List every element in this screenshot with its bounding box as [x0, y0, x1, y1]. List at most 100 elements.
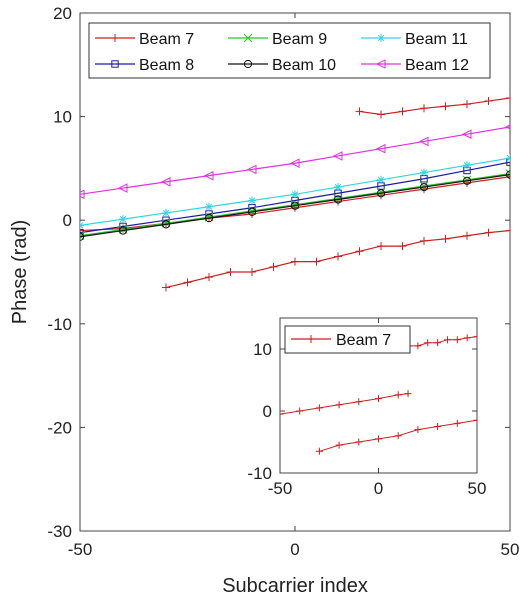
series-beam-12	[80, 124, 510, 200]
data-point	[355, 438, 363, 446]
series-beam-11	[80, 154, 510, 230]
data-point	[420, 168, 428, 177]
data-point	[204, 214, 214, 223]
data-point	[119, 215, 127, 224]
data-point	[183, 278, 192, 287]
series-beam-10	[80, 170, 510, 241]
data-point	[434, 423, 442, 430]
data-point	[355, 398, 363, 406]
x-axis-label: Subcarrier index	[222, 575, 368, 597]
data-point	[117, 183, 128, 193]
main-ticks: -50 0 50 -30 -20 -10 0 10 20	[47, 4, 519, 559]
data-point	[506, 226, 510, 235]
series-line	[80, 126, 510, 195]
data-point	[269, 262, 278, 271]
y-tick-label: 10	[53, 108, 72, 127]
series-beam-7	[280, 333, 477, 455]
data-point	[463, 161, 471, 170]
data-point	[462, 176, 472, 185]
inset-legend: Beam 7	[284, 325, 411, 354]
data-point	[420, 236, 428, 245]
data-point	[462, 175, 472, 185]
data-point	[161, 218, 171, 228]
x-tick-label: -50	[268, 479, 293, 498]
data-point	[335, 441, 343, 449]
legend-label: Beam 12	[405, 57, 469, 74]
legend-label: Beam 11	[405, 31, 468, 48]
data-point	[394, 391, 402, 399]
data-point	[160, 177, 171, 187]
series-line	[280, 393, 409, 415]
data-point	[333, 195, 343, 204]
data-point	[248, 268, 256, 276]
data-point	[424, 339, 432, 347]
data-point	[80, 189, 85, 200]
data-point	[419, 181, 429, 191]
data-point	[376, 187, 386, 197]
data-point	[332, 151, 343, 161]
data-point	[463, 231, 471, 240]
data-point	[414, 342, 422, 350]
data-point	[398, 242, 407, 251]
series-line	[80, 174, 510, 238]
x-tick-label: -50	[68, 540, 93, 559]
data-point	[247, 207, 257, 217]
data-point	[291, 257, 299, 266]
data-point	[441, 234, 450, 243]
data-point	[418, 136, 429, 147]
data-point	[248, 196, 256, 205]
data-point	[375, 395, 382, 403]
y-axis-label: Phase (rad)	[9, 220, 31, 325]
legend-label: Beam 9	[272, 31, 327, 48]
legend-label: Beam 7	[139, 31, 194, 48]
legend-item: Beam 10	[228, 57, 336, 74]
inset-chart: -50 0 50 -10 0 10 Beam 7	[247, 317, 486, 498]
legend-marker	[111, 60, 119, 68]
data-point	[355, 107, 364, 116]
series-line	[80, 161, 510, 234]
data-point	[80, 231, 85, 241]
data-point	[398, 107, 407, 116]
data-point	[441, 102, 450, 111]
data-point	[289, 158, 300, 169]
data-point	[315, 447, 323, 455]
inset-series	[280, 333, 477, 455]
data-point	[404, 390, 412, 398]
data-point	[419, 182, 429, 192]
y-tick-label: 10	[253, 340, 272, 359]
data-point	[118, 225, 128, 234]
series-beam-9	[80, 169, 510, 241]
legend-marker	[307, 335, 315, 343]
data-point	[312, 257, 321, 266]
inset-ticks: -50 0 50 -10 0 10	[247, 318, 486, 498]
data-point	[205, 273, 213, 282]
data-point	[453, 419, 461, 427]
x-tick-label: 0	[374, 479, 383, 498]
data-point	[315, 404, 323, 412]
legend-label: Beam 7	[336, 332, 391, 349]
data-point	[226, 268, 235, 276]
legend-label: Beam 10	[272, 57, 336, 74]
data-point	[377, 110, 385, 119]
data-point	[463, 100, 471, 109]
data-point	[290, 201, 300, 210]
data-point	[505, 169, 510, 178]
data-point	[377, 242, 385, 251]
data-point	[505, 170, 510, 179]
data-point	[334, 183, 342, 192]
x-tick-label: 50	[501, 540, 520, 559]
series-line	[359, 97, 510, 116]
data-point	[334, 252, 342, 261]
y-tick-label: -10	[247, 464, 272, 483]
x-tick-label: 0	[290, 540, 299, 559]
data-point	[484, 97, 493, 106]
data-point	[461, 129, 472, 140]
x-tick-label: 50	[468, 479, 487, 498]
data-point	[473, 416, 477, 424]
legend-marker	[243, 33, 253, 43]
legend-item: Beam 9	[228, 31, 327, 48]
legend-marker	[111, 34, 119, 42]
data-point	[335, 401, 343, 409]
